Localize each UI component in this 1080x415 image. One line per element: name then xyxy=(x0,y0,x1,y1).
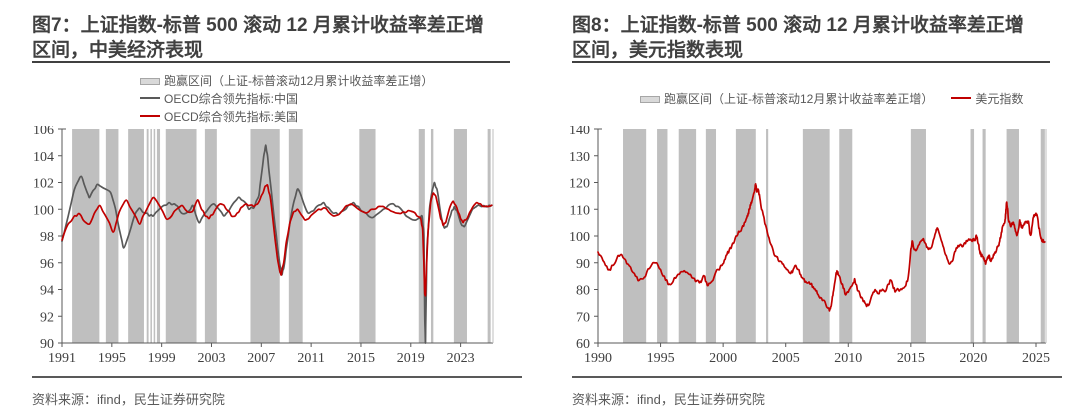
svg-text:1995: 1995 xyxy=(98,351,126,366)
svg-text:2019: 2019 xyxy=(397,351,425,366)
svg-text:1990: 1990 xyxy=(584,351,612,366)
svg-text:98: 98 xyxy=(40,230,54,245)
svg-text:96: 96 xyxy=(40,257,54,272)
svg-text:70: 70 xyxy=(576,310,590,325)
svg-text:120: 120 xyxy=(569,177,590,192)
svg-text:80: 80 xyxy=(576,284,590,299)
svg-text:1991: 1991 xyxy=(48,351,76,366)
svg-text:100: 100 xyxy=(33,203,54,218)
svg-text:2000: 2000 xyxy=(709,351,737,366)
svg-text:104: 104 xyxy=(33,150,54,165)
svg-text:2011: 2011 xyxy=(297,351,324,366)
svg-text:60: 60 xyxy=(576,337,590,352)
svg-text:2007: 2007 xyxy=(247,351,275,366)
svg-text:100: 100 xyxy=(569,230,590,245)
svg-text:2015: 2015 xyxy=(347,351,375,366)
svg-text:2010: 2010 xyxy=(834,351,862,366)
svg-text:1995: 1995 xyxy=(647,351,675,366)
svg-text:90: 90 xyxy=(576,257,590,272)
svg-text:90: 90 xyxy=(40,337,54,352)
svg-text:2015: 2015 xyxy=(897,351,925,366)
svg-text:92: 92 xyxy=(40,310,54,325)
svg-text:2005: 2005 xyxy=(772,351,800,366)
svg-text:106: 106 xyxy=(33,126,54,138)
svg-text:2003: 2003 xyxy=(197,351,225,366)
svg-text:1999: 1999 xyxy=(148,351,176,366)
svg-text:102: 102 xyxy=(33,177,54,192)
svg-text:2023: 2023 xyxy=(447,351,475,366)
svg-text:130: 130 xyxy=(569,150,590,165)
svg-text:2025: 2025 xyxy=(1022,351,1050,366)
svg-text:2020: 2020 xyxy=(959,351,987,366)
svg-text:94: 94 xyxy=(40,284,54,299)
svg-text:110: 110 xyxy=(570,203,590,218)
svg-text:140: 140 xyxy=(569,126,590,138)
